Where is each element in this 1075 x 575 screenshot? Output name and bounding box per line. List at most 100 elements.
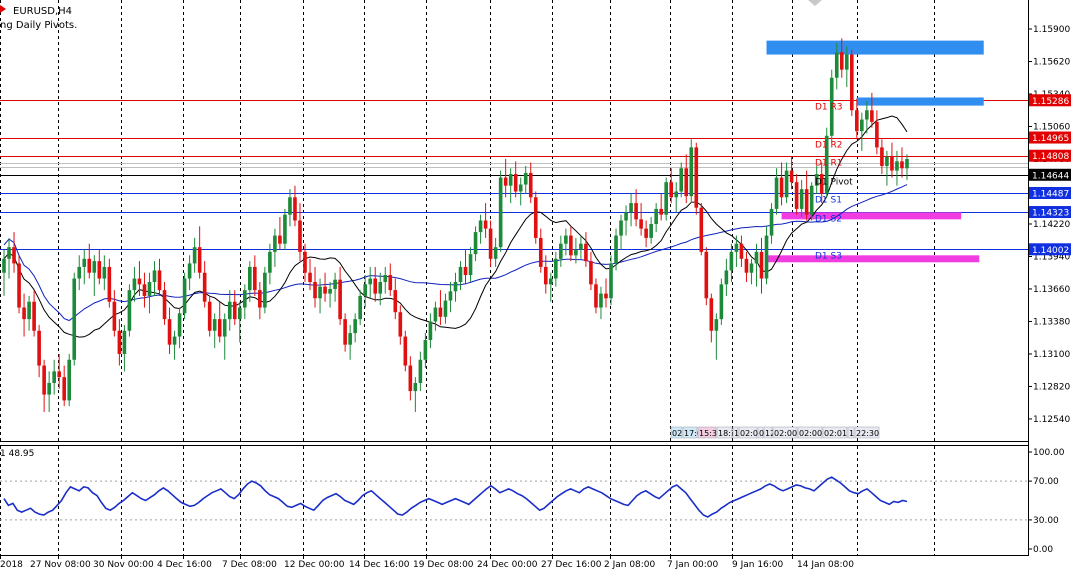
candle-body (694, 147, 699, 208)
candle (839, 38, 844, 78)
candle (7, 237, 11, 279)
candle-body (654, 208, 658, 224)
candle (232, 290, 237, 325)
candle (714, 313, 719, 360)
candle-body (503, 177, 508, 186)
candle (860, 112, 864, 151)
sub-tick-label: 0.00 (1033, 545, 1053, 555)
price-badge-label: 1.14965 (1032, 134, 1069, 144)
candle-body (814, 174, 819, 186)
candle (413, 377, 418, 412)
pivot-label: D1 S1 (815, 196, 842, 206)
candle (654, 203, 658, 233)
candle-body (67, 359, 72, 401)
candle-body (433, 307, 438, 322)
candle (308, 258, 312, 291)
candle (197, 226, 202, 279)
candle (829, 69, 834, 143)
candle-body (508, 174, 513, 186)
candle-body (378, 282, 383, 294)
session-label: 02:0 (740, 429, 758, 438)
candle (754, 243, 759, 287)
candle (222, 313, 227, 360)
candle (734, 235, 739, 267)
zone-blue[interactable] (856, 97, 984, 106)
candle (453, 272, 458, 302)
time-tick-label: 7 Jan 00:00 (667, 560, 719, 570)
candle (895, 150, 899, 186)
candle (268, 243, 272, 285)
candle-body (734, 243, 739, 252)
candle-body (528, 172, 533, 198)
candle (42, 359, 46, 412)
candle-body (353, 319, 357, 334)
candle (358, 290, 362, 325)
candle (564, 228, 568, 256)
candle-body (559, 243, 563, 259)
candle (644, 220, 648, 248)
candle-body (192, 247, 197, 264)
candle-body (72, 278, 77, 360)
time-tick-label: 14 Dec 16:00 (349, 560, 410, 570)
candle-body (77, 266, 82, 279)
candle-body (719, 284, 724, 320)
time-tick-label: 2018 (0, 560, 23, 570)
candle-body (493, 247, 498, 259)
candle-body (463, 266, 468, 276)
candle-body (569, 235, 573, 256)
candle-body (829, 77, 834, 136)
candle-body (548, 278, 553, 285)
price-badge (1029, 243, 1071, 256)
time-axis[interactable]: 2018 27 Nov 08:00 30 Nov 00:00 4 Dec 16:00 7… (0, 556, 854, 570)
candle-body (634, 203, 638, 220)
candle-body (905, 158, 909, 169)
candle-body (729, 251, 734, 271)
candle-body (107, 266, 112, 302)
candle-body (413, 382, 418, 392)
candle-body (338, 279, 342, 320)
candle (443, 293, 448, 324)
candle (17, 255, 21, 314)
candle (880, 139, 884, 175)
candle-body (12, 247, 16, 264)
price-tick-label: 1.12540 (1033, 415, 1070, 425)
candle (162, 282, 167, 325)
candle-body (624, 212, 628, 221)
session-label: 15:3 (699, 429, 717, 438)
candle (97, 249, 102, 285)
candle-body (890, 156, 894, 171)
candle-body (157, 270, 162, 291)
candle (152, 261, 157, 296)
candle-body (844, 54, 849, 70)
candle (177, 307, 182, 349)
candle-body (42, 365, 46, 395)
candle (373, 266, 378, 302)
indicator-axis[interactable]: 100.00 70.00 30.00 0.00 (1028, 448, 1065, 555)
candle (554, 251, 558, 287)
price-badge (1029, 149, 1071, 162)
candle (82, 249, 87, 285)
candle (303, 243, 307, 283)
price-badge-label: 1.14644 (1032, 171, 1069, 181)
candle (102, 255, 107, 291)
candle-body (599, 293, 603, 308)
candle (849, 49, 854, 117)
candle-body (217, 319, 222, 337)
candle (619, 214, 623, 250)
zone-magenta[interactable] (766, 255, 980, 263)
candle-body (809, 185, 814, 215)
pivot-label: D1 R3 (815, 103, 843, 113)
price-badge (1029, 206, 1071, 219)
zone-magenta[interactable] (781, 212, 962, 220)
price-tick-label: 1.15900 (1033, 25, 1070, 35)
candle-body (227, 301, 232, 320)
session-box (757, 426, 764, 439)
candle-body (52, 371, 56, 383)
candle-body (358, 295, 362, 320)
candle (182, 272, 187, 320)
zone-blue[interactable] (766, 40, 984, 55)
scroll-marker-icon[interactable] (808, 0, 822, 6)
candle-body (62, 377, 67, 401)
candle-body (538, 237, 543, 267)
